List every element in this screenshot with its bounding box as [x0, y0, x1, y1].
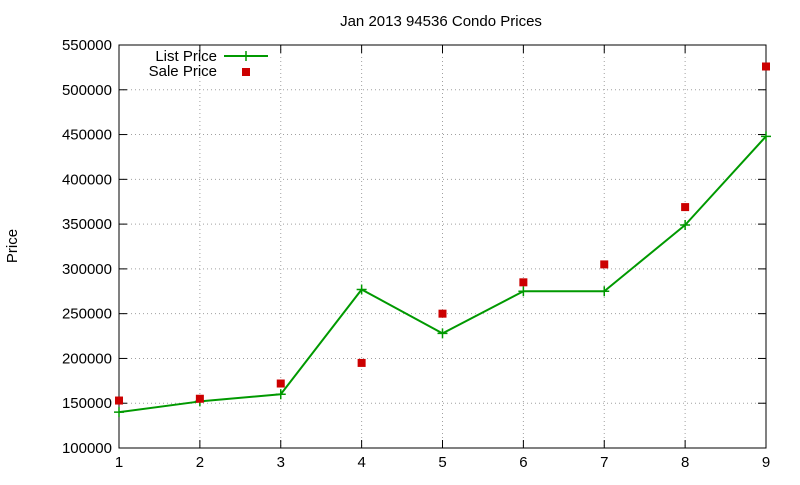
axis-ticks — [118, 44, 767, 449]
x-tick-label: 1 — [115, 454, 123, 471]
sale-price-point — [195, 394, 204, 403]
y-tick-label: 100000 — [62, 440, 112, 457]
legend-plus-marker — [241, 51, 251, 61]
sale-price-point — [276, 379, 285, 388]
list-price-point — [356, 284, 367, 295]
legend-square-marker — [242, 68, 250, 76]
legend-label-sale-price: Sale Price — [149, 63, 217, 80]
sale-price-point — [600, 260, 609, 269]
y-tick-label: 350000 — [62, 216, 112, 233]
series-layer — [114, 62, 771, 418]
list-price-point — [437, 328, 448, 339]
list-price-point — [114, 407, 124, 418]
x-tick-label: 6 — [519, 454, 527, 471]
legend-entry-list-price: List Price — [155, 48, 268, 65]
legend-label-list-price: List Price — [155, 48, 217, 65]
y-tick-label: 550000 — [62, 37, 112, 54]
y-tick-label: 300000 — [62, 261, 112, 278]
list-price-point — [761, 131, 771, 142]
y-tick-label: 200000 — [62, 350, 112, 367]
list-price-point — [275, 389, 286, 400]
sale-price-point — [357, 358, 366, 367]
y-tick-label: 500000 — [62, 82, 112, 99]
y-axis-tick-labels: 100000 150000 200000 250000 300000 350000 4000… — [62, 37, 112, 457]
y-tick-label: 150000 — [62, 395, 112, 412]
y-tick-label: 250000 — [62, 306, 112, 323]
sale-price-point — [115, 396, 123, 405]
chart-title: Jan 2013 94536 Condo Prices — [340, 13, 542, 30]
x-tick-label: 4 — [357, 454, 365, 471]
legend-entry-sale-price: Sale Price — [149, 63, 250, 80]
x-tick-label: 5 — [438, 454, 446, 471]
legend: List Price Sale Price — [149, 48, 268, 80]
x-tick-label: 9 — [762, 454, 770, 471]
list-price-point — [518, 286, 529, 297]
x-tick-label: 2 — [196, 454, 204, 471]
list-price-point — [599, 286, 610, 297]
x-tick-label: 3 — [277, 454, 285, 471]
sale-price-point — [681, 203, 690, 212]
list-price-point — [680, 220, 691, 231]
x-tick-label: 8 — [681, 454, 689, 471]
y-tick-label: 400000 — [62, 171, 112, 188]
x-tick-label: 7 — [600, 454, 608, 471]
y-axis-label: Price — [4, 229, 21, 263]
sale-price-point — [762, 62, 770, 71]
sale-price-point — [519, 278, 528, 287]
sale-price-point — [438, 309, 447, 318]
y-tick-label: 450000 — [62, 127, 112, 144]
x-axis-tick-labels: 1 2 3 4 5 6 7 8 9 — [115, 454, 770, 471]
